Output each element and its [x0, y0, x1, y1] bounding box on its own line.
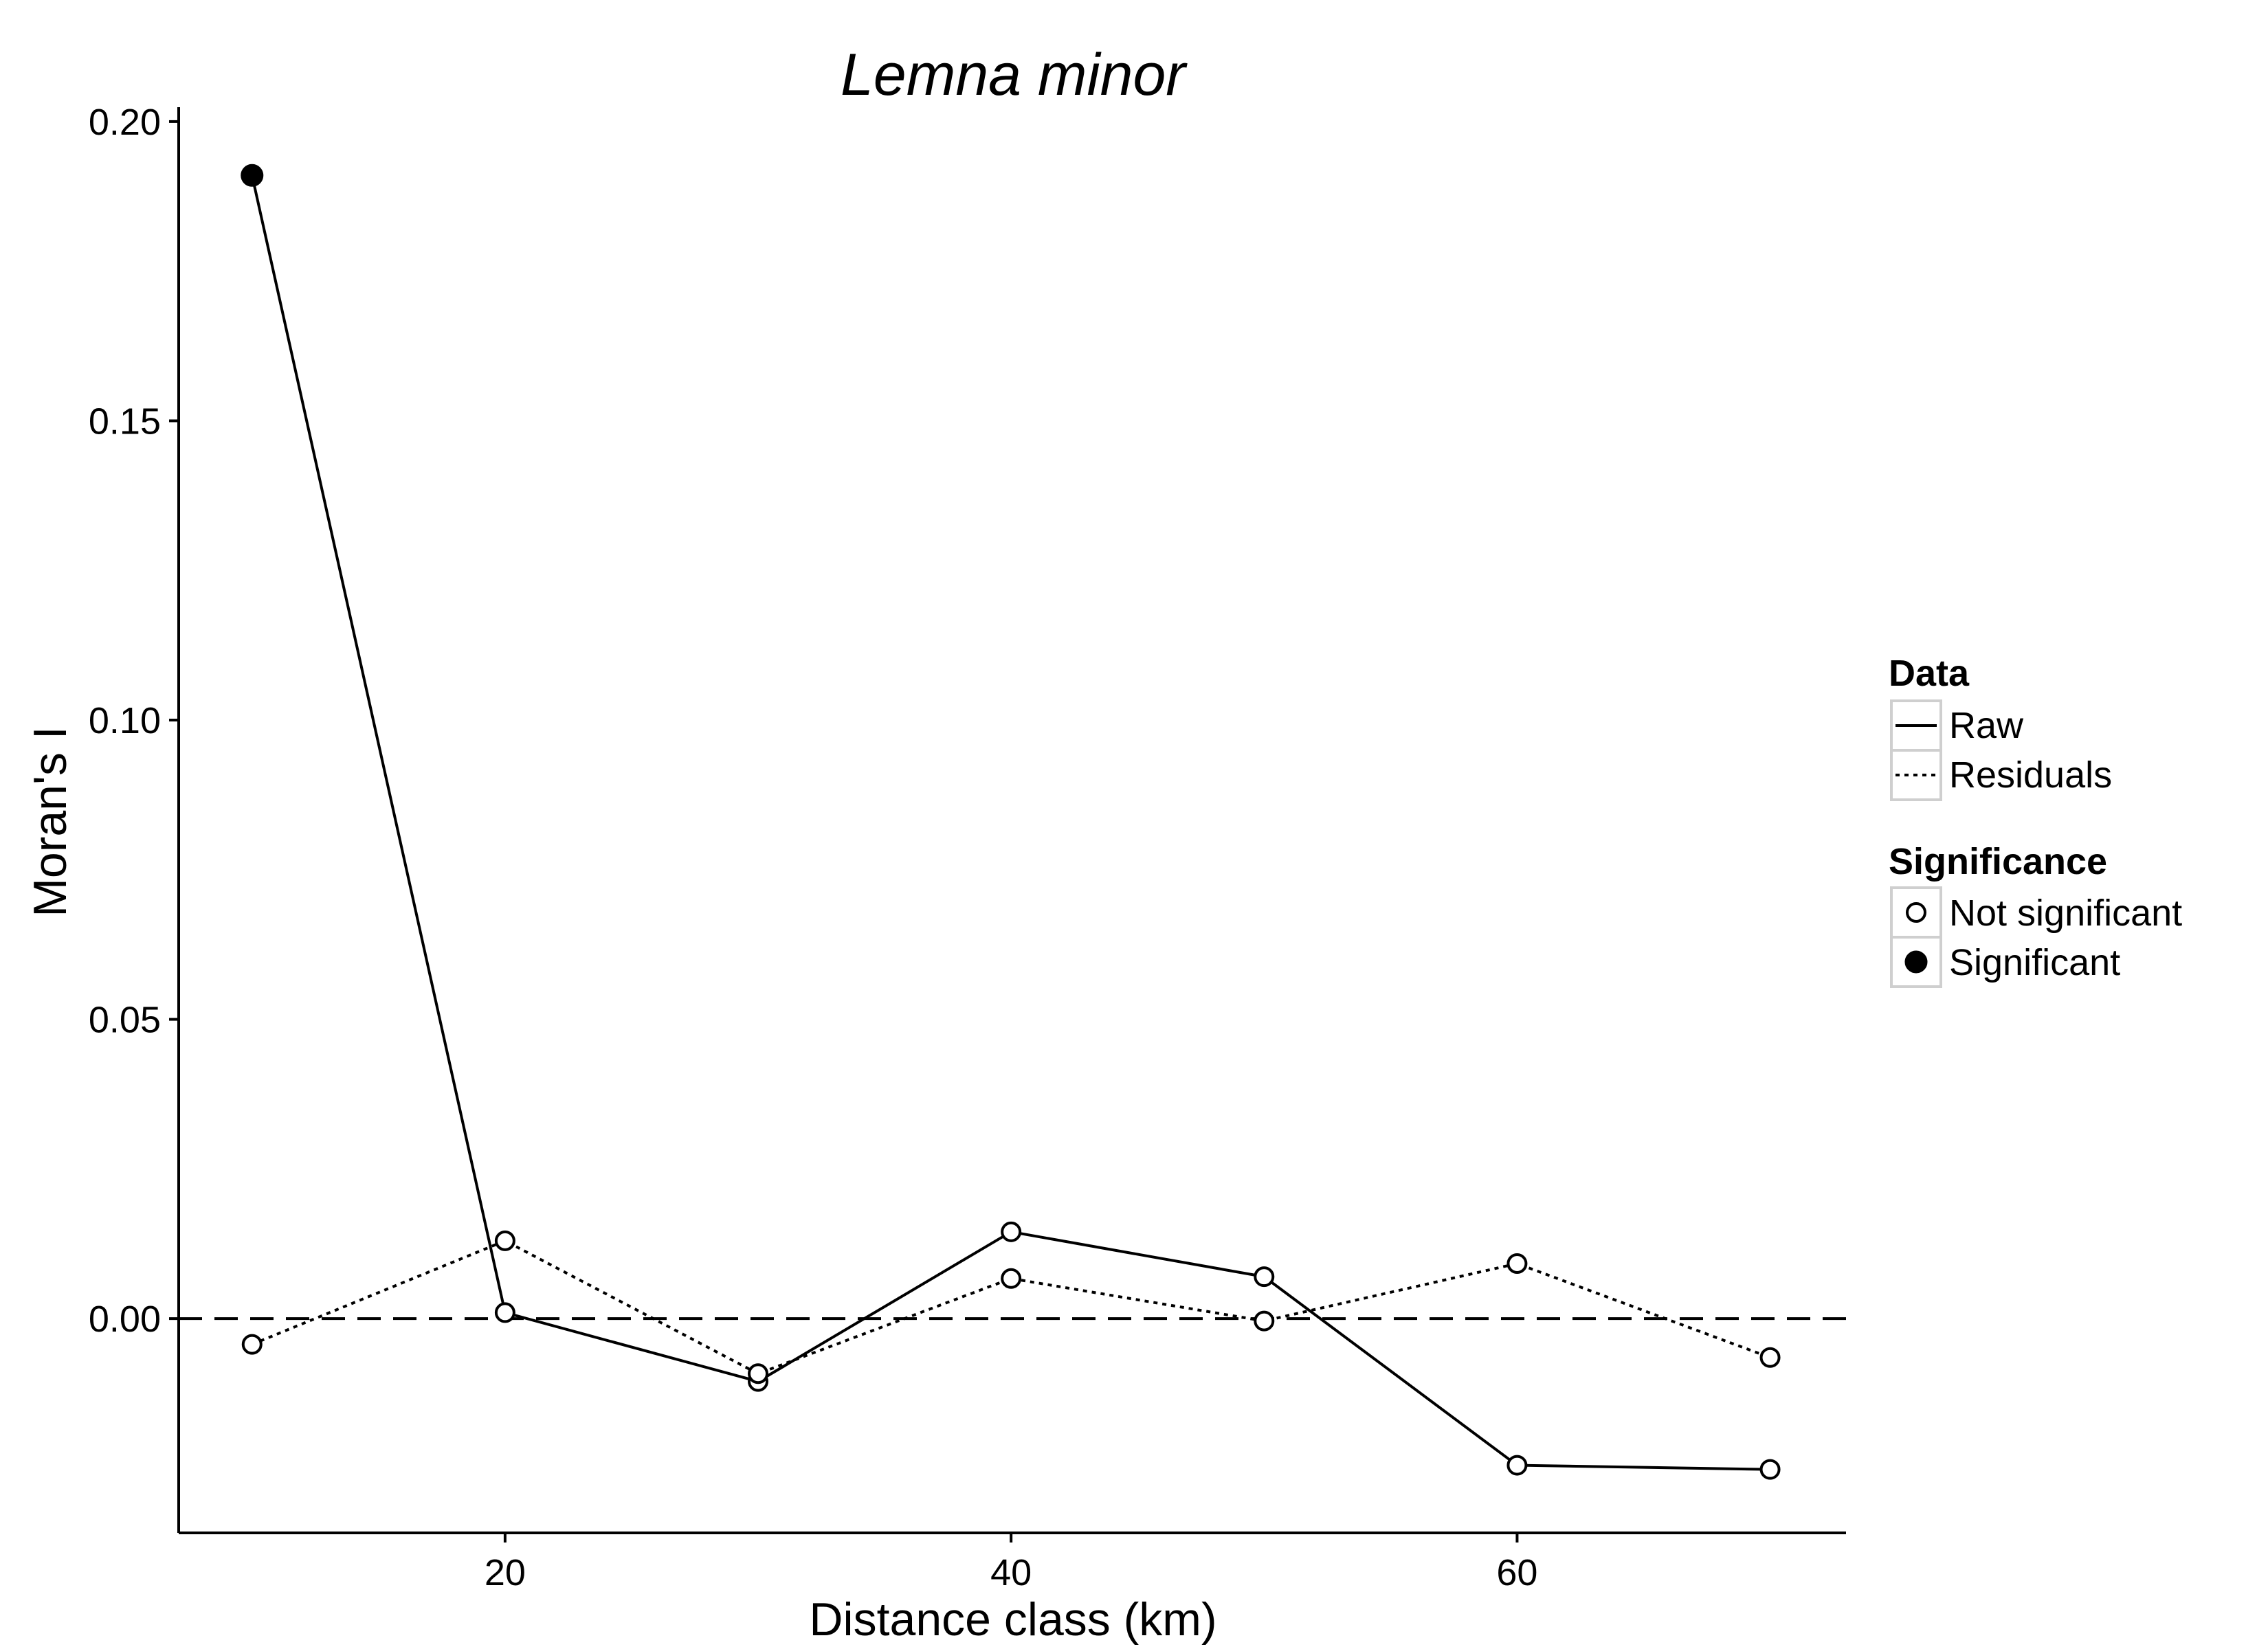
legend: Data Raw Residuals Significance Not sign…: [1889, 653, 2182, 988]
y-tick-label: 0.15: [89, 401, 161, 442]
data-point-raw: [494, 1302, 515, 1323]
series-residuals: [241, 1230, 1781, 1384]
data-point-residuals: [1001, 1268, 1022, 1289]
legend-key-significant-marker: [1904, 950, 1928, 974]
chart-title: Lemna minor: [841, 42, 1188, 108]
legend-item-raw: Raw: [1949, 705, 2024, 746]
data-point-raw: [1759, 1459, 1781, 1480]
x-tick-label: 60: [1496, 1552, 1537, 1593]
legend-key-box-residuals: [1890, 749, 1942, 801]
data-point-residuals: [1759, 1347, 1781, 1368]
legend-item-significant: Significant: [1949, 942, 2120, 983]
legend-key-not-significant-marker: [1906, 902, 1926, 923]
data-point-raw: [1254, 1266, 1275, 1288]
legend-significance-title: Significance: [1889, 841, 2107, 882]
data-point-residuals: [1507, 1253, 1528, 1274]
y-tick-label: 0.00: [89, 1299, 161, 1340]
y-axis-label: Moran's I: [24, 726, 76, 917]
data-point-residuals: [241, 1334, 263, 1355]
y-tick-label: 0.10: [89, 700, 161, 741]
y-axis-ticks: 0.00 0.05 0.10 0.15 0.20: [89, 102, 179, 1340]
series-layer: [241, 164, 1781, 1480]
x-axis-ticks: 20 40 60: [485, 1533, 1537, 1593]
x-axis-label: Distance class (km): [809, 1593, 1216, 1646]
legend-item-not-significant: Not significant: [1949, 893, 2182, 934]
legend-item-residuals: Residuals: [1949, 754, 2112, 796]
data-point-residuals: [1254, 1310, 1275, 1332]
legend-data-title: Data: [1889, 653, 1970, 694]
data-point-residuals: [748, 1363, 769, 1384]
legend-key-box-significant: [1890, 936, 1942, 988]
y-tick-label: 0.05: [89, 1000, 161, 1041]
data-point-residuals: [494, 1230, 515, 1251]
data-point-raw: [1001, 1221, 1022, 1242]
x-tick-label: 20: [485, 1552, 526, 1593]
x-tick-label: 40: [990, 1552, 1032, 1593]
series-line-residuals: [252, 1239, 1771, 1376]
data-point-raw: [241, 164, 264, 187]
y-tick-label: 0.20: [89, 102, 161, 143]
data-point-raw: [1507, 1455, 1528, 1476]
